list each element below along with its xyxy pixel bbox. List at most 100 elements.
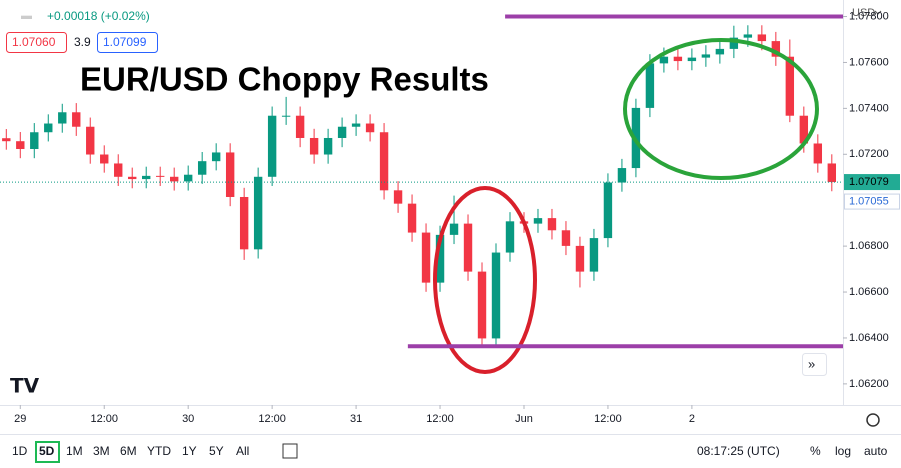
- candle-body: [757, 34, 767, 42]
- candle-body: [771, 41, 781, 57]
- candle-body: [421, 232, 431, 283]
- x-tick-label: 12:00: [90, 413, 118, 425]
- candle-body: [701, 54, 711, 58]
- candle-body: [491, 252, 501, 339]
- candle-body: [379, 132, 389, 191]
- candle-body: [86, 126, 95, 155]
- auto-toggle[interactable]: auto: [864, 444, 888, 458]
- timeframe-button[interactable]: 1Y: [182, 444, 197, 458]
- candle-body: [183, 174, 193, 182]
- ask[interactable]: 1.07099: [103, 35, 147, 49]
- candle-body: [533, 218, 543, 224]
- y-tick-label: 1.06800: [849, 240, 889, 252]
- scroll-icon[interactable]: »: [808, 356, 815, 371]
- percent-toggle[interactable]: %: [810, 444, 821, 458]
- candle-body: [30, 132, 39, 150]
- timeframe-button[interactable]: 1D: [12, 444, 28, 458]
- candle-body: [547, 218, 557, 231]
- candle-body: [128, 176, 137, 180]
- candle-body: [813, 143, 823, 164]
- candle-body: [715, 48, 725, 55]
- candle-body: [729, 37, 739, 49]
- candle-body: [659, 56, 669, 64]
- clock: 08:17:25 (UTC): [697, 444, 780, 458]
- candle-body: [799, 115, 809, 144]
- last-price-label: 1.07079: [849, 176, 889, 188]
- candle-body: [505, 221, 515, 253]
- candle-body: [267, 115, 277, 177]
- timeframe-button[interactable]: All: [236, 444, 249, 458]
- candle-body: [785, 56, 795, 116]
- candle-body: [253, 176, 263, 250]
- timeframe-button[interactable]: 3M: [93, 444, 110, 458]
- bid-price-box: [844, 193, 900, 210]
- timeframe-selected: [35, 441, 60, 463]
- y-tick-label: 1.06600: [849, 286, 889, 298]
- dropdown-icon: [874, 10, 882, 15]
- candle-body: [351, 123, 361, 127]
- candle-body: [561, 230, 571, 246]
- candle-body: [114, 163, 123, 177]
- candle-body: [197, 161, 207, 175]
- candle-body: [449, 223, 459, 235]
- candle-body: [156, 175, 165, 177]
- candle-body: [239, 196, 249, 250]
- candle-body: [72, 112, 81, 127]
- candle-body: [309, 137, 319, 155]
- candle-body: [617, 168, 627, 183]
- candle-body: [645, 63, 655, 108]
- timeframe-button[interactable]: 5D: [39, 444, 55, 458]
- x-tick-label: 2: [689, 413, 695, 425]
- candle-body: [673, 56, 683, 62]
- buy-box[interactable]: [97, 32, 158, 53]
- red-ellipse: [433, 186, 537, 374]
- y-tick-label: 1.07800: [849, 10, 889, 22]
- sell-box[interactable]: [6, 32, 67, 53]
- candle-body: [589, 238, 599, 272]
- candle-body: [281, 115, 291, 117]
- candle-body: [827, 163, 837, 183]
- toolbar: 1D 5D 1M 3M 6M YTD 1Y 5Y All 08:17:25 (UTC)% log au…: [12, 441, 888, 463]
- collapse-icon[interactable]: ▬: [21, 10, 32, 22]
- y-tick-label: 1.07600: [849, 56, 889, 68]
- candle-body: [225, 152, 235, 197]
- candle-body: [477, 271, 487, 339]
- candle-body: [142, 175, 151, 180]
- y-tick-label: 1.06200: [849, 378, 889, 390]
- candle-body: [435, 234, 445, 283]
- candle-body: [743, 34, 753, 38]
- y-tick-label: 1.06400: [849, 332, 889, 344]
- plot-area: [2, 25, 837, 345]
- candle-body: [323, 137, 333, 155]
- timeframe-button[interactable]: 1M: [66, 444, 83, 458]
- timeframe-button[interactable]: YTD: [147, 444, 171, 458]
- last-price-box: [844, 174, 900, 191]
- x-tick-label: 12:00: [426, 413, 454, 425]
- chart-title: EUR/USD Choppy Results: [80, 61, 489, 98]
- timeframe-button[interactable]: 6M: [120, 444, 137, 458]
- date-range-icon[interactable]: [282, 443, 298, 459]
- candle-body: [44, 123, 53, 133]
- candle-body: [365, 123, 375, 133]
- scroll-button[interactable]: [802, 353, 827, 376]
- currency[interactable]: USD: [852, 7, 875, 19]
- candle-body: [58, 112, 67, 124]
- candle-body: [295, 115, 305, 138]
- candle-body: [463, 223, 473, 272]
- candle-body: [687, 57, 697, 62]
- bid-price-label: 1.07055: [849, 195, 889, 207]
- candle-body: [211, 152, 221, 162]
- logo: 𝗧𝗩: [10, 375, 40, 397]
- candle-body: [169, 176, 179, 182]
- candle-body: [16, 141, 25, 150]
- x-tick-label: Jun: [515, 413, 533, 425]
- y-tick-label: 1.07200: [849, 148, 889, 160]
- timeframe-button[interactable]: 5Y: [209, 444, 224, 458]
- y-tick-label: 1.07400: [849, 102, 889, 114]
- settings-icon[interactable]: [866, 413, 880, 427]
- bid[interactable]: 1.07060: [12, 35, 56, 49]
- candle-body: [603, 182, 613, 239]
- log-toggle[interactable]: log: [835, 444, 851, 458]
- spread: 3.9: [74, 35, 91, 49]
